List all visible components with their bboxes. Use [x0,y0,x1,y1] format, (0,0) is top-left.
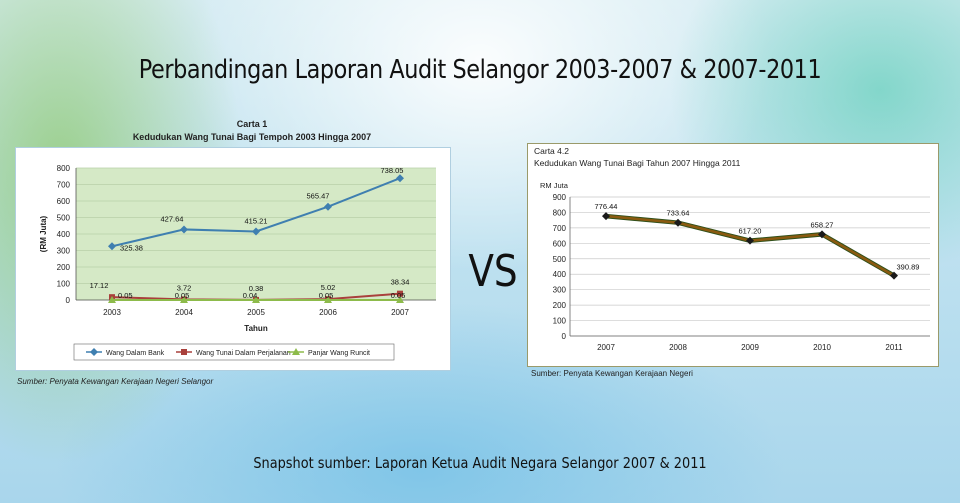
chart2-y-tick: 100 [553,317,567,326]
chart1-data-label: 17.12 [90,281,109,290]
chart1-y-tick: 100 [57,280,71,289]
chart1-data-label: 5.02 [321,283,336,292]
chart2-data-point [890,271,898,280]
chart2-y-axis-label: RM Juta [540,181,569,190]
chart2-series-line-shadow [605,213,896,278]
chart1-title: Kedudukan Wang Tunai Bagi Tempoh 2003 Hi… [132,132,372,142]
chart1-data-label: 738.05 [381,166,404,175]
chart1-y-tick: 800 [57,164,71,173]
chart1-y-tick: 500 [57,214,71,223]
chart1-legend-marker [292,348,300,355]
chart1-data-point [396,174,404,183]
chart2-panel: Carta 4.2 Kedudukan Wang Tunai Bagi Tahun… [527,143,939,367]
chart1-data-label: 0.05 [319,291,334,300]
vs-label: VS [468,246,518,297]
chart1-legend-box [73,343,395,361]
chart2-data-point [602,212,610,221]
chart1-data-point [108,295,116,303]
chart1-y-tick: 700 [57,181,71,190]
page-title: Perbandingan Laporan Audit Selangor 2003… [138,55,822,85]
chart2-data-label: 776.44 [595,202,618,211]
chart2-y-tick: 700 [553,224,567,233]
chart2-y-tick: 500 [553,255,567,264]
chart1-y-tick: 400 [57,230,71,239]
chart1-source: Sumber: Penyata Kewangan Kerajaan Negeri… [17,377,214,386]
chart1-data-point [108,242,116,251]
chart1-data-point [252,295,260,303]
chart2-x-tick: 2007 [597,343,615,352]
chart1-x-tick: 2004 [175,308,193,317]
chart1-data-label: 415.21 [245,216,268,225]
chart1-data-point [397,290,403,297]
chart2-data-label: 390.89 [897,263,920,272]
chart1-data-label: 0.05 [391,291,406,300]
chart1-data-label: 3.72 [177,283,192,292]
chart1-data-point [252,227,260,236]
chart1-x-tick: 2003 [103,308,121,317]
chart2-y-tick: 400 [553,270,567,279]
chart1-data-label: 0.05 [118,291,133,300]
chart2-y-tick: 800 [553,208,567,217]
chart1-y-axis-label: (RM Juta) [39,215,48,252]
chart2-y-tick: 600 [553,239,567,248]
chart1-y-tick: 0 [66,296,71,305]
chart1-y-tick: 200 [57,263,71,272]
chart1-data-point [396,295,404,303]
chart2-y-tick: 0 [562,332,567,341]
chart1-data-label: 427.64 [161,214,184,223]
chart2-x-tick: 2011 [885,343,903,352]
chart1-x-tick: 2006 [319,308,337,317]
chart1-data-point [180,295,188,303]
chart1-x-tick: 2007 [391,308,409,317]
chart2-y-tick: 200 [553,301,567,310]
chart1-legend-marker [181,349,187,355]
chart1-data-point [324,295,332,303]
chart1-x-axis-label: Tahun [244,324,268,333]
chart2-data-point [746,236,754,245]
chart1-data-label: 0.05 [175,291,190,300]
chart2-data-label: 733.64 [667,209,690,218]
chart2-svg: Carta 4.2 Kedudukan Wang Tunai Bagi Tahun… [534,146,930,352]
chart2-data-label: 617.20 [739,227,762,236]
chart1-svg: 0 100 200 300 400 500 600 700 800 2003 2004 2005 200… [39,164,436,361]
chart2-series-line [605,214,895,277]
chart2-x-tick: 2008 [669,343,687,352]
chart1-legend-marker [90,348,98,356]
chart1-data-point [324,202,332,211]
chart1-caption-block: Carta 1 Kedudukan Wang Tunai Bagi Tempoh… [17,118,487,144]
chart1-data-label: 325.38 [120,243,143,252]
chart1-y-tick: 300 [57,247,71,256]
chart1-caption: Carta 1 [236,119,268,129]
chart2-data-label: 658.27 [811,220,834,229]
footer-source: Snapshot sumber: Laporan Ketua Audit Neg… [253,454,707,472]
chart2-data-point [674,218,682,227]
chart2-caption: Carta 4.2 [534,146,569,156]
chart1-legend-label: Wang Tunai Dalam Perjalanan [196,350,291,357]
chart1-data-label: 38.34 [391,278,410,287]
chart2-source: Sumber: Penyata Kewangan Kerajaan Negeri [531,369,693,378]
chart2-x-tick: 2010 [813,343,831,352]
chart2-data-point [818,230,826,239]
chart2-title: Kedudukan Wang Tunai Bagi Tahun 2007 Hin… [534,158,741,168]
chart1-data-label: 0.04 [243,291,258,300]
chart1-panel: 0 100 200 300 400 500 600 700 800 2003 2004 2005 200… [15,147,451,371]
chart2-y-tick: 900 [553,193,567,202]
chart2-x-tick: 2009 [741,343,759,352]
chart1-y-tick: 600 [57,197,71,206]
chart1-legend-label: Wang Dalam Bank [106,350,165,357]
chart1-legend-label: Panjar Wang Runcit [308,350,370,357]
chart1-data-point [180,225,188,234]
chart1-x-tick: 2005 [247,308,265,317]
chart1-data-label: 0.38 [249,284,264,293]
chart1-data-label: 565.47 [307,192,330,201]
chart2-y-tick: 300 [553,286,567,295]
